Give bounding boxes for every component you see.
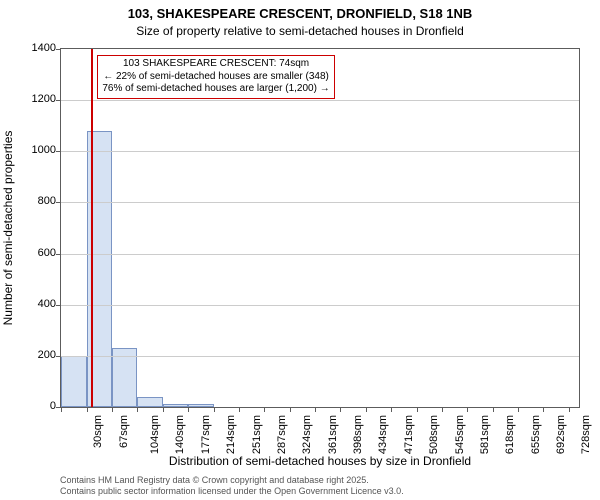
annotation-line: ← 22% of semi-detached houses are smalle… — [102, 71, 329, 84]
ytick-label: 200 — [16, 349, 56, 361]
histogram-bar — [137, 397, 163, 407]
xtick-label: 177sqm — [200, 415, 212, 454]
xtick-mark — [417, 407, 418, 412]
ytick-mark — [56, 254, 61, 255]
bars-layer — [61, 49, 579, 407]
xtick-label: 251sqm — [251, 415, 263, 454]
xtick-mark — [340, 407, 341, 412]
plot-area: 103 SHAKESPEARE CRESCENT: 74sqm ← 22% of… — [60, 48, 580, 408]
ytick-label: 1000 — [16, 144, 56, 156]
ytick-label: 800 — [16, 195, 56, 207]
xtick-label: 398sqm — [352, 415, 364, 454]
attribution-line: Contains HM Land Registry data © Crown c… — [60, 475, 404, 485]
xtick-mark — [264, 407, 265, 412]
ytick-label: 400 — [16, 298, 56, 310]
xtick-mark — [239, 407, 240, 412]
xtick-label: 581sqm — [479, 415, 491, 454]
ytick-mark — [56, 356, 61, 357]
xtick-mark — [569, 407, 570, 412]
ytick-label: 1200 — [16, 93, 56, 105]
xtick-label: 545sqm — [454, 415, 466, 454]
xtick-label: 471sqm — [403, 415, 415, 454]
ytick-label: 1400 — [16, 42, 56, 54]
ytick-mark — [56, 49, 61, 50]
xtick-label: 434sqm — [377, 415, 389, 454]
annotation-box: 103 SHAKESPEARE CRESCENT: 74sqm ← 22% of… — [97, 55, 334, 99]
xtick-label: 508sqm — [428, 415, 440, 454]
xtick-mark — [442, 407, 443, 412]
gridline — [61, 100, 579, 101]
xtick-label: 287sqm — [276, 415, 288, 454]
xtick-label: 728sqm — [580, 415, 592, 454]
xtick-mark — [87, 407, 88, 412]
xtick-label: 655sqm — [530, 415, 542, 454]
xtick-mark — [315, 407, 316, 412]
annotation-line: 76% of semi-detached houses are larger (… — [102, 83, 329, 96]
histogram-bar — [61, 356, 87, 407]
chart-subtitle: Size of property relative to semi-detach… — [0, 24, 600, 38]
xtick-mark — [366, 407, 367, 412]
histogram-bar — [112, 348, 137, 407]
gridline — [61, 254, 579, 255]
xtick-mark — [493, 407, 494, 412]
xtick-label: 140sqm — [174, 415, 186, 454]
xtick-label: 67sqm — [118, 415, 130, 448]
xtick-mark — [391, 407, 392, 412]
gridline — [61, 151, 579, 152]
xtick-label: 361sqm — [327, 415, 339, 454]
ytick-mark — [56, 305, 61, 306]
xtick-mark — [61, 407, 62, 412]
xtick-label: 104sqm — [149, 415, 161, 454]
xtick-mark — [290, 407, 291, 412]
ytick-mark — [56, 100, 61, 101]
y-axis-label: Number of semi-detached properties — [1, 131, 15, 326]
ytick-mark — [56, 151, 61, 152]
x-axis-label: Distribution of semi-detached houses by … — [60, 454, 580, 468]
gridline — [61, 356, 579, 357]
xtick-mark — [214, 407, 215, 412]
xtick-label: 214sqm — [225, 415, 237, 454]
annotation-line: 103 SHAKESPEARE CRESCENT: 74sqm — [102, 58, 329, 71]
xtick-mark — [137, 407, 138, 412]
gridline — [61, 202, 579, 203]
highlight-line — [91, 49, 93, 407]
gridline — [61, 305, 579, 306]
xtick-mark — [518, 407, 519, 412]
xtick-mark — [188, 407, 189, 412]
attribution: Contains HM Land Registry data © Crown c… — [60, 475, 404, 496]
xtick-label: 30sqm — [92, 415, 104, 448]
attribution-line: Contains public sector information licen… — [60, 486, 404, 496]
ytick-label: 0 — [16, 400, 56, 412]
histogram-bar — [87, 131, 113, 407]
xtick-mark — [112, 407, 113, 412]
xtick-mark — [543, 407, 544, 412]
xtick-label: 692sqm — [555, 415, 567, 454]
chart-title: 103, SHAKESPEARE CRESCENT, DRONFIELD, S1… — [0, 6, 600, 21]
histogram-bar — [188, 404, 214, 407]
ytick-mark — [56, 202, 61, 203]
xtick-label: 618sqm — [504, 415, 516, 454]
xtick-label: 324sqm — [301, 415, 313, 454]
xtick-mark — [163, 407, 164, 412]
chart-container: 103, SHAKESPEARE CRESCENT, DRONFIELD, S1… — [0, 0, 600, 500]
ytick-label: 600 — [16, 247, 56, 259]
xtick-mark — [467, 407, 468, 412]
histogram-bar — [163, 404, 189, 407]
